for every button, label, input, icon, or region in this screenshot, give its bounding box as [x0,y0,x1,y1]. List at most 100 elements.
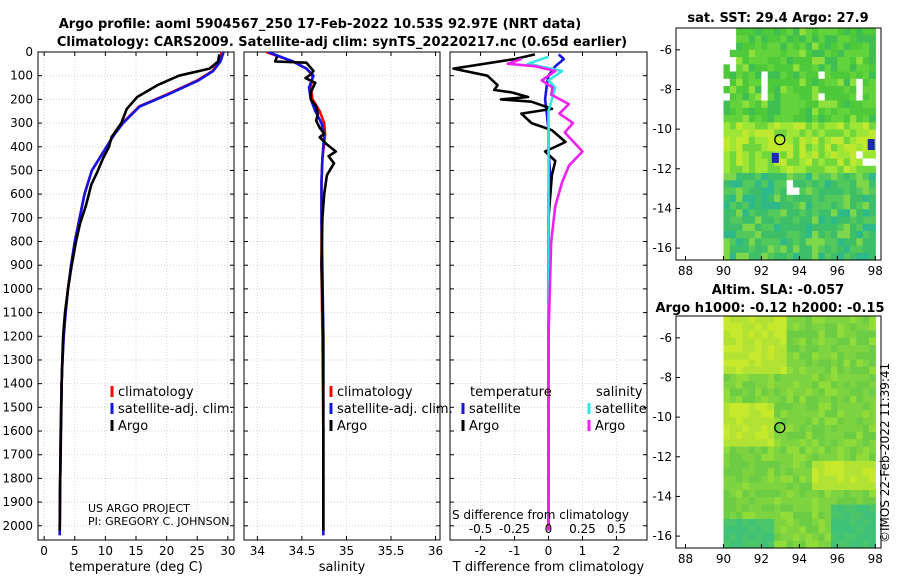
heatmap-cell [824,209,832,218]
heatmap-cell [850,71,857,80]
heatmap-cell [742,158,750,167]
heatmap-cell [729,337,737,346]
heatmap-cell [729,374,737,382]
heatmap-cell [761,78,769,87]
heatmap-cell [862,158,870,167]
heatmap-cell [780,468,788,477]
heatmap-cell [761,468,769,477]
heatmap-cell [774,504,781,513]
heatmap-cell [837,122,845,131]
heatmap-cell [723,151,731,160]
heatmap-cell [742,417,750,426]
heatmap-cell [812,187,819,196]
heatmap-cell [767,216,775,225]
heatmap-cell [869,100,876,109]
heatmap-cell [850,424,857,433]
heatmap-cell [837,388,845,397]
heatmap-cell [831,417,838,426]
heatmap-cell [862,345,870,353]
heatmap-cell [837,28,845,36]
heatmap-cell [742,403,750,411]
heatmap-cell [742,216,750,225]
heatmap-cell [780,374,788,382]
heatmap-cell [862,519,870,527]
heatmap-cell [748,78,756,87]
heatmap-cell [748,337,756,346]
heatmap-cell [843,173,851,181]
heatmap-cell [799,461,807,469]
heatmap-cell [729,49,737,58]
heatmap-cell [862,453,870,462]
heatmap-cell [774,64,781,73]
heatmap-cell [729,216,737,225]
heatmap-cell [850,482,857,491]
heatmap-cell [843,216,851,225]
heatmap-cell [780,57,788,65]
heatmap-cell [837,497,845,506]
heatmap-cell [780,151,788,160]
heatmap-cell [774,187,781,196]
heatmap-cell [742,533,750,542]
heatmap-cell [862,245,870,254]
heatmap-cell [755,93,762,102]
heatmap-cell [793,252,800,261]
heatmap-cell [850,231,857,239]
heatmap-cell [837,144,845,152]
heatmap-cell [831,381,838,390]
heatmap-cell [869,35,876,44]
heatmap-cell [767,64,775,73]
heatmap-cell [723,223,731,232]
heatmap-cell [869,78,876,87]
heatmap-cell [818,49,826,58]
heatmap-cell [774,238,781,247]
heatmap-cell [862,93,870,102]
heatmap-cell [742,35,750,44]
heatmap-cell [818,42,826,51]
heatmap-cell [755,453,762,462]
heatmap-cell [723,395,731,404]
heatmap-cell [856,100,864,109]
heatmap-cell [786,187,794,196]
heatmap-cell [799,57,807,65]
heatmap-cell [742,100,750,109]
heatmap-cell [767,49,775,58]
x-tick-label: -2 [475,544,487,558]
heatmap-cell [767,238,775,247]
heatmap-cell [824,490,832,498]
heatmap-cell [793,107,800,116]
heatmap-cell [767,388,775,397]
heatmap-cell [812,461,819,469]
heatmap-cell [729,439,737,448]
heatmap-cell [812,453,819,462]
heatmap-cell [767,352,775,361]
heatmap-cell [761,439,769,448]
heatmap-cell [824,122,832,131]
heatmap-cell [723,381,731,390]
heatmap-cell [761,352,769,361]
heatmap-cell [862,115,870,123]
heatmap-cell [869,504,876,513]
heatmap-cell [723,453,731,462]
heatmap-cell [824,446,832,455]
heatmap-cell [774,209,781,218]
heatmap-cell [850,158,857,167]
legend-argo: Argo [337,419,367,434]
heatmap-cell [723,122,731,131]
heatmap-cell [831,519,838,527]
heatmap-cell [774,122,781,131]
heatmap-cell [761,42,769,51]
heatmap-cell [805,395,813,404]
map-frame [675,27,882,261]
heatmap-cell [862,136,870,145]
heatmap-cell [761,511,769,520]
heatmap-cell [767,115,775,123]
heatmap-cell [774,173,781,181]
annotation-project: US ARGO PROJECT [88,502,190,515]
heatmap-cell [774,424,781,433]
heatmap-cell [818,35,826,44]
series-argo-line [273,56,338,531]
heatmap-cell [824,49,832,58]
heatmap-cell [799,173,807,181]
heatmap-cell [850,497,857,506]
heatmap-cell [736,352,743,361]
